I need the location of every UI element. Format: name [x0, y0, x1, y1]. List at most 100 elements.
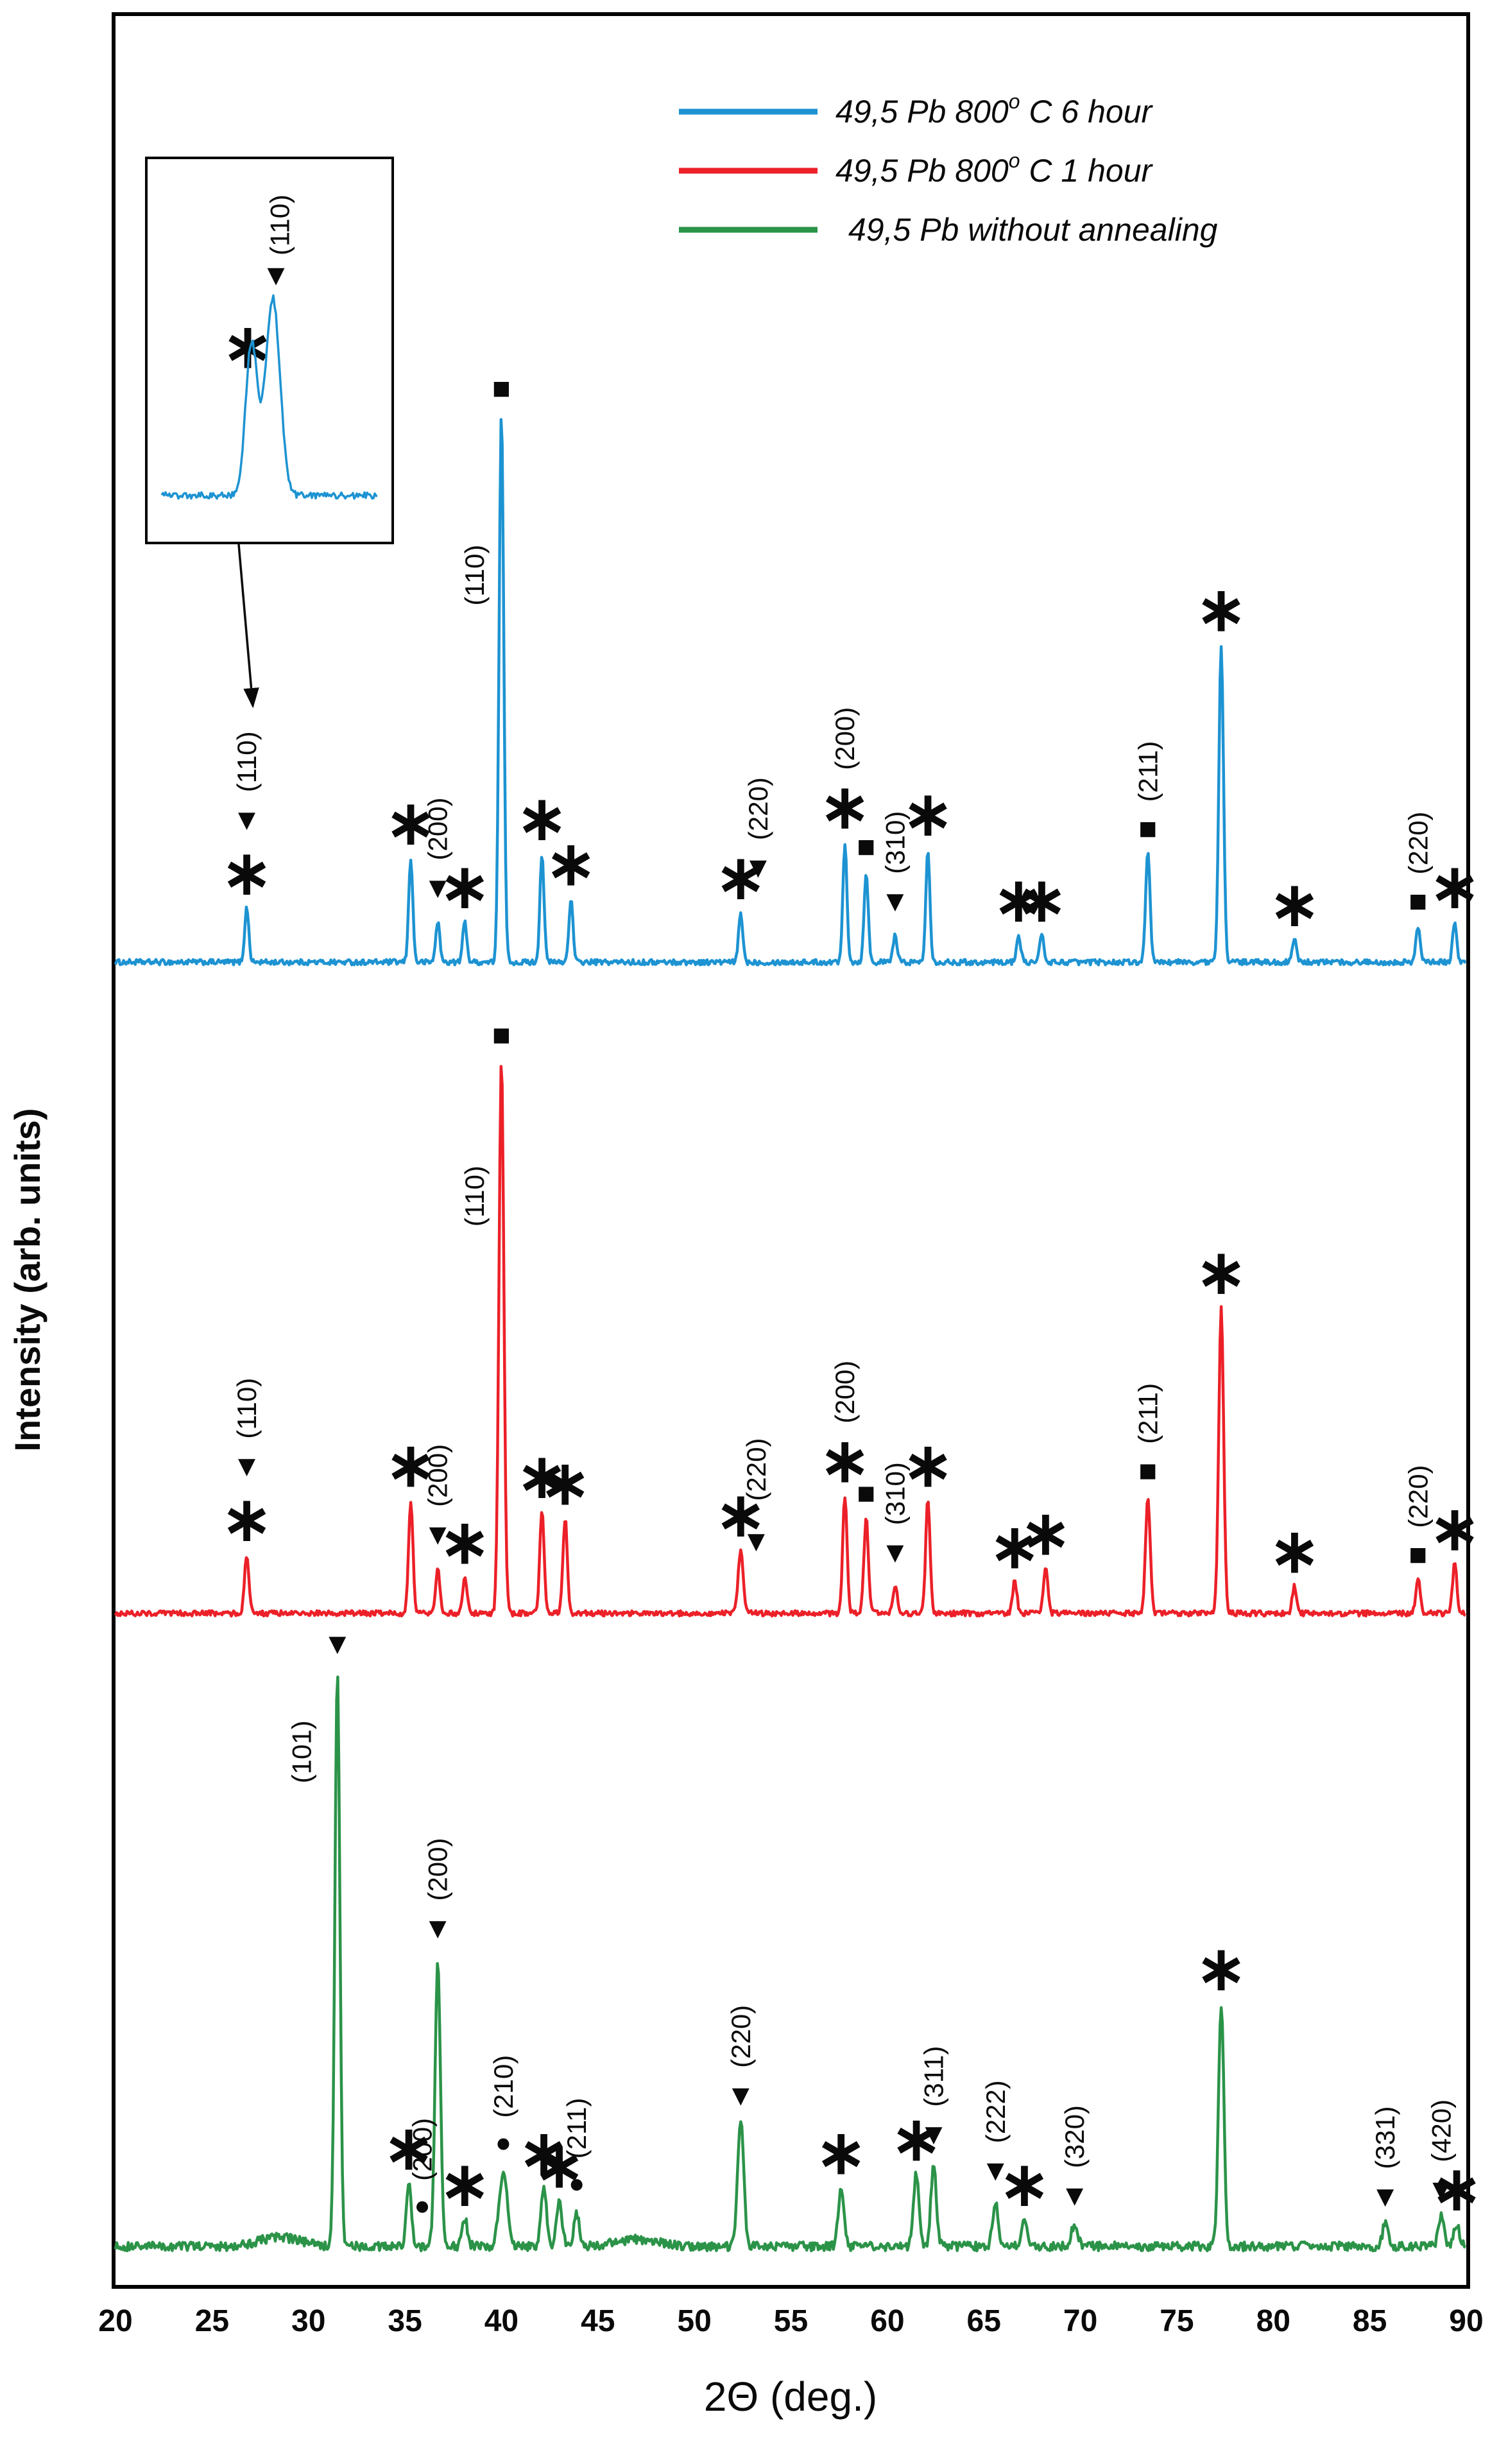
inset-zoom: (110) ▼ ∗ — [145, 157, 394, 709]
peak-marker-icon: ∗ — [999, 2151, 1050, 2219]
y-axis-title: Intensity (arb. units) — [7, 1108, 47, 1451]
legend-label-1hour-sup: o — [1009, 149, 1020, 172]
peak-label: (211) — [1133, 741, 1163, 802]
peak-label: (220) — [741, 1438, 771, 1501]
peak-marker-icon: ▼ — [919, 2117, 948, 2151]
legend-label-1hour: 49,5 Pb 800o C 1 hour — [835, 149, 1153, 189]
x-tick-label: 75 — [1160, 2304, 1194, 2338]
inset-triangle-icon: ▼ — [261, 258, 291, 291]
peak-marker-icon: ● — [569, 2168, 585, 2198]
peak-marker-icon: ∗ — [1429, 853, 1480, 921]
x-tick-label: 50 — [677, 2304, 711, 2338]
peak-annotations-layer: ∗▼(110)∗▼(200)∗■(110)∗∗ ∗▼(220) ∗(200)■▼(3… — [221, 372, 1482, 2223]
peak-label: (200) — [830, 1361, 860, 1424]
peak-label: (420) — [1426, 2099, 1456, 2162]
inset-frame — [145, 157, 394, 544]
peak-marker-icon: ∗ — [439, 2151, 490, 2219]
peak-marker-icon: ■ — [857, 830, 875, 864]
peak-marker-icon: ▼ — [726, 2078, 756, 2112]
peak-label: (220) — [726, 2005, 756, 2068]
peak-marker-icon: ∗ — [1016, 866, 1068, 935]
peak-marker-icon: ∗ — [517, 784, 568, 852]
peak-marker-icon: ∗ — [1195, 1238, 1247, 1306]
peak-marker-icon: ▼ — [323, 1627, 352, 1660]
inset-peak-label: (110) — [265, 194, 295, 255]
peak-marker-icon: ∗ — [891, 2105, 942, 2173]
peak-marker-icon: ∗ — [545, 830, 597, 898]
legend-label-raw: 49,5 Pb without annealing — [848, 212, 1218, 248]
peak-label: (200) — [830, 707, 860, 770]
peak-marker-icon: ∗ — [902, 780, 954, 848]
x-tick-label: 45 — [581, 2304, 615, 2338]
peak-marker-icon: ∗ — [1269, 871, 1321, 939]
peak-label: (320) — [1059, 2105, 1090, 2168]
peak-marker-icon: ● — [414, 2190, 430, 2220]
peak-label: (110) — [232, 1378, 262, 1439]
peak-marker-icon: ∗ — [534, 2132, 585, 2200]
x-tick-label: 85 — [1353, 2304, 1387, 2338]
inset-arrow — [237, 544, 259, 709]
x-tick-label: 60 — [870, 2304, 904, 2338]
curve-raw — [114, 1675, 1467, 2253]
peak-marker-icon: ∗ — [1431, 2155, 1482, 2223]
peak-label: (220) — [1403, 811, 1433, 874]
peak-marker-icon: ■ — [1409, 1538, 1427, 1572]
x-tick-label: 20 — [98, 2304, 132, 2338]
x-axis-title: 2Θ (deg.) — [704, 2374, 877, 2420]
peak-marker-icon: ∗ — [1195, 576, 1247, 644]
legend-label-1hour-prefix: 49,5 Pb 800 — [835, 153, 1009, 189]
legend-label-6hour: 49,5 Pb 800o C 6 hour — [835, 90, 1153, 130]
x-tick-label: 35 — [388, 2304, 422, 2338]
legend: 49,5 Pb 800o C 6 hour 49,5 Pb 800o C 1 h… — [679, 90, 1218, 248]
peak-label: (200) — [407, 2118, 438, 2181]
peak-marker-icon: ▼ — [423, 1911, 452, 1945]
peak-marker-icon: ∗ — [819, 773, 871, 841]
inset-curve — [160, 294, 378, 500]
peak-marker-icon: ∗ — [1269, 1517, 1321, 1585]
legend-entry-1hour: 49,5 Pb 800o C 1 hour — [679, 149, 1153, 189]
plot-frame — [112, 12, 1470, 2289]
peak-label: (110) — [459, 1166, 490, 1227]
peak-label: (210) — [488, 2055, 518, 2118]
legend-label-6hour-sup: o — [1009, 90, 1020, 113]
peak-marker-icon: ∗ — [517, 1443, 568, 1511]
peak-marker-icon: ■ — [1138, 1454, 1157, 1488]
peak-marker-icon: ∗ — [540, 1449, 591, 1517]
x-tick-label: 80 — [1256, 2304, 1290, 2338]
peak-marker-icon: ∗ — [439, 1508, 490, 1576]
peak-marker-icon: ■ — [492, 1019, 511, 1053]
peak-marker-icon: ∗ — [1020, 1499, 1072, 1567]
x-tick-label: 65 — [967, 2304, 1001, 2338]
peak-marker-icon: ▼ — [1426, 2173, 1456, 2206]
legend-label-raw-prefix: 49,5 Pb without annealing — [848, 212, 1218, 248]
peak-label: (110) — [232, 731, 262, 792]
x-tick-label: 90 — [1449, 2304, 1483, 2338]
peak-marker-icon: ▼ — [1371, 2180, 1400, 2213]
peak-marker-icon: ▼ — [981, 2153, 1011, 2187]
peak-marker-icon: ∗ — [715, 1481, 766, 1549]
peak-marker-icon: ▼ — [232, 1449, 262, 1483]
x-tick-label: 30 — [291, 2304, 325, 2338]
legend-label-1hour-suffix: C 1 hour — [1020, 153, 1153, 189]
x-tick-label: 25 — [195, 2304, 229, 2338]
peak-label: (310) — [880, 811, 910, 874]
peak-label: (101) — [286, 1720, 316, 1783]
peak-marker-icon: ∗ — [385, 789, 436, 857]
peak-marker-icon: ∗ — [989, 1513, 1040, 1581]
peak-marker-icon: ● — [495, 2127, 511, 2157]
peak-label: (211) — [1133, 1383, 1163, 1444]
peak-label: (331) — [1370, 2106, 1400, 2169]
peak-marker-icon: ▼ — [742, 1524, 771, 1558]
peak-label: (310) — [880, 1462, 910, 1525]
peak-marker-icon: ∗ — [221, 839, 273, 907]
peak-marker-icon: ∗ — [518, 2119, 570, 2187]
peak-marker-icon: ∗ — [816, 2119, 867, 2187]
peak-marker-icon: ∗ — [383, 2114, 434, 2182]
peak-marker-icon: ∗ — [819, 1427, 871, 1495]
peak-marker-icon: ■ — [1138, 812, 1157, 846]
peak-label: (200) — [423, 1838, 453, 1901]
curves-layer — [114, 418, 1467, 2253]
peak-marker-icon: ∗ — [1195, 1935, 1247, 2003]
curve-6hour — [114, 418, 1467, 967]
